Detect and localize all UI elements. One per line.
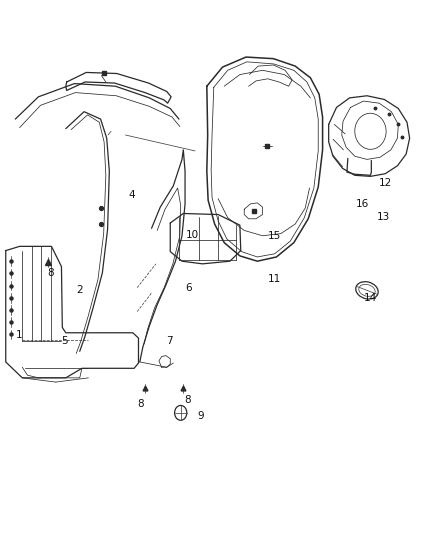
Text: 14: 14 (364, 293, 377, 303)
Text: 4: 4 (129, 190, 135, 200)
Text: 16: 16 (356, 199, 369, 209)
Text: 11: 11 (268, 274, 281, 284)
Text: 7: 7 (166, 336, 172, 346)
Text: 5: 5 (61, 336, 68, 346)
Text: 15: 15 (268, 231, 281, 241)
Text: 12: 12 (378, 177, 392, 188)
Text: 8: 8 (138, 399, 144, 409)
Text: 13: 13 (377, 212, 390, 222)
Text: 2: 2 (76, 285, 83, 295)
Text: 10: 10 (185, 230, 198, 240)
Text: 6: 6 (185, 282, 192, 293)
Text: 8: 8 (47, 268, 53, 278)
Text: 9: 9 (198, 411, 204, 421)
Text: 1: 1 (15, 330, 22, 341)
Text: 8: 8 (184, 395, 191, 405)
